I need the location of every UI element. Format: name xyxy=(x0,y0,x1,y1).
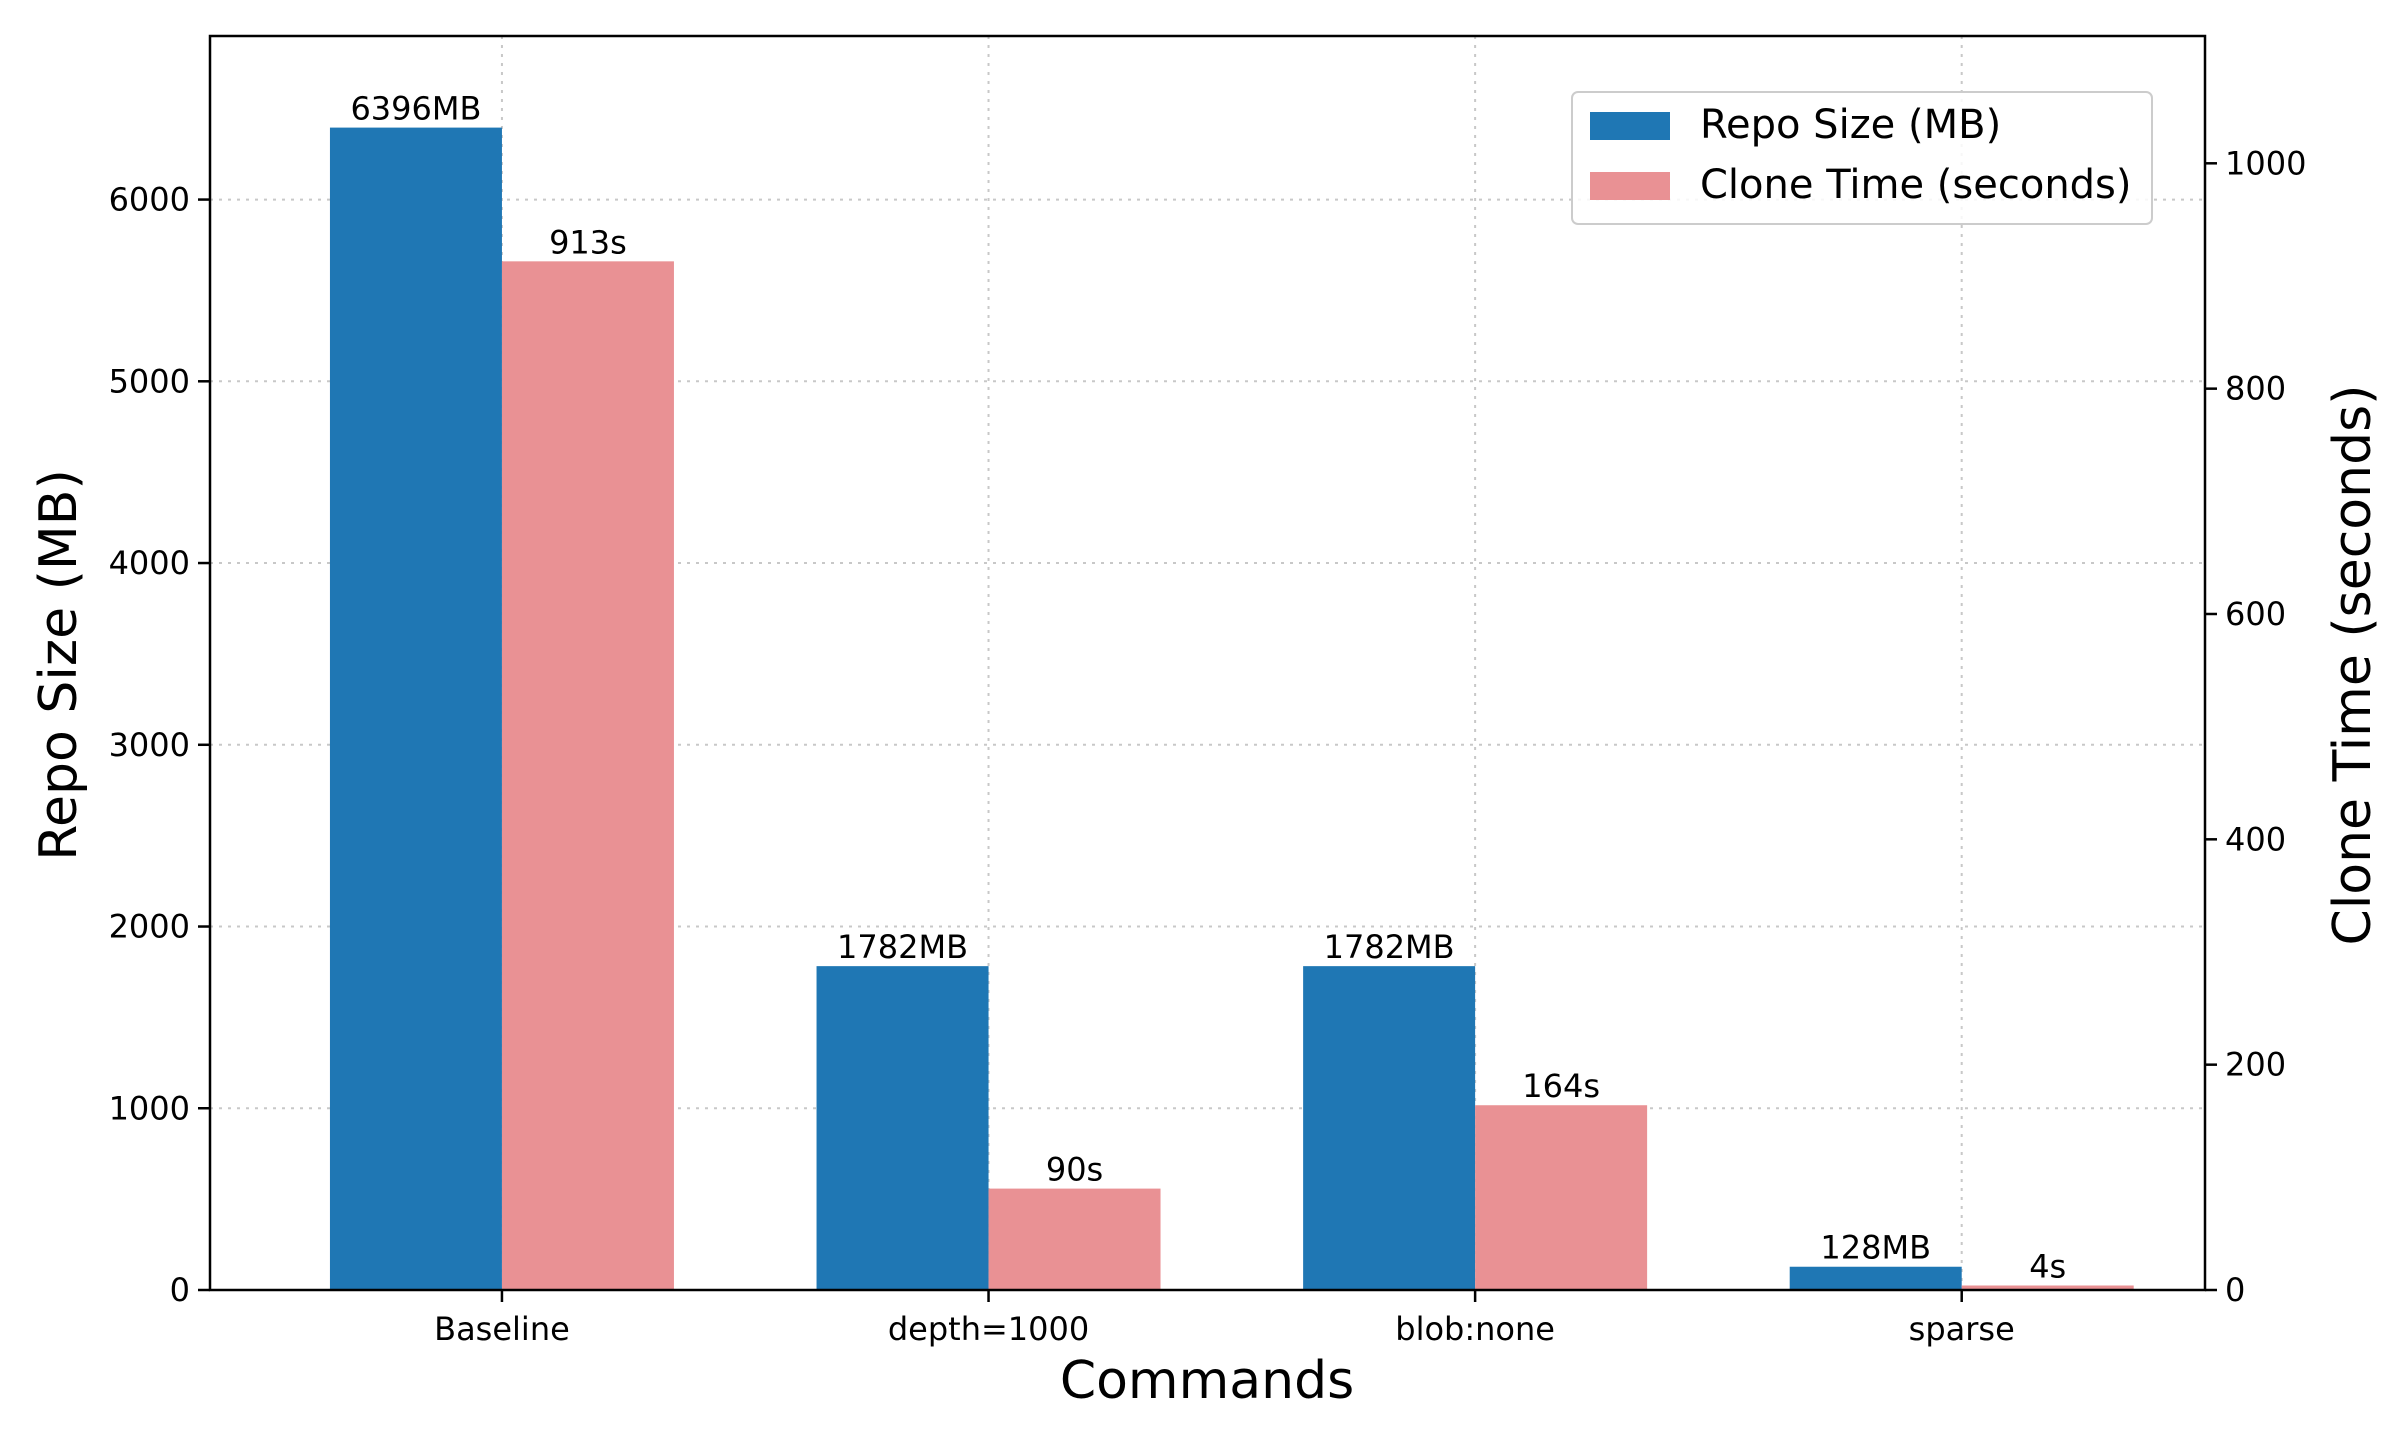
legend-label-clone-time: Clone Time (seconds) xyxy=(1700,162,2132,208)
legend-label-repo-size: Repo Size (MB) xyxy=(1700,102,2001,148)
data-label-clone-time-blob-none: 164s xyxy=(1522,1067,1600,1105)
y-tick-label-3000: 3000 xyxy=(109,726,190,764)
bar-repo-size-depth-1000 xyxy=(816,966,989,1290)
plot-frame xyxy=(208,34,2207,1292)
data-label-repo-size-sparse: 128MB xyxy=(1820,1229,1931,1267)
y-tick-label-6000: 6000 xyxy=(109,181,190,219)
bars xyxy=(329,127,2134,1290)
bar-clone-time-blob-none xyxy=(1475,1105,1648,1290)
data-label-repo-size-depth-1000: 1782MB xyxy=(837,928,968,966)
y-right-tick-label-200: 200 xyxy=(2225,1046,2286,1084)
data-label-clone-time-sparse: 4s xyxy=(2029,1247,2066,1285)
legend-swatch-clone-time xyxy=(1590,172,1670,200)
data-label-clone-time-depth-1000: 90s xyxy=(1046,1151,1103,1189)
bar-clone-time-baseline xyxy=(501,261,674,1290)
y-right-tick-label-1000: 1000 xyxy=(2225,144,2306,182)
legend-swatch-repo-size xyxy=(1590,112,1670,140)
bar-clone-time-sparse xyxy=(1961,1285,2134,1290)
y-right-tick-label-800: 800 xyxy=(2225,370,2286,408)
bar-clone-time-depth-1000 xyxy=(988,1188,1161,1290)
legend: Repo Size (MB) Clone Time (seconds) xyxy=(1571,91,2153,225)
y-axis-title-left: Repo Size (MB) xyxy=(29,469,89,861)
legend-frame xyxy=(1571,91,2153,225)
data-label-repo-size-blob-none: 1782MB xyxy=(1324,928,1455,966)
y-tick-label-0: 0 xyxy=(170,1271,190,1309)
y-right-tick-label-400: 400 xyxy=(2225,820,2286,858)
y-right-tick-label-0: 0 xyxy=(2225,1271,2245,1309)
bar-repo-size-blob-none xyxy=(1303,966,1476,1290)
axes: 0 1000 2000 3000 4000 5000 6000 0 200 400 600 800 10… xyxy=(109,34,2306,1348)
y-tick-label-5000: 5000 xyxy=(109,362,190,400)
bar-repo-size-baseline xyxy=(329,127,502,1290)
y-tick-label-2000: 2000 xyxy=(109,908,190,946)
data-labels: 6396MB 913s 1782MB 90s 1782MB 164s 128MB 4s xyxy=(350,90,2066,1286)
x-tick-label-baseline: Baseline xyxy=(434,1310,570,1348)
data-label-clone-time-baseline: 913s xyxy=(549,223,627,261)
bar-repo-size-sparse xyxy=(1789,1266,1962,1290)
y-right-tick-label-600: 600 xyxy=(2225,595,2286,633)
y-axis-title-right: Clone Time (seconds) xyxy=(2323,385,2383,946)
x-tick-label-depth-1000: depth=1000 xyxy=(888,1310,1089,1348)
y-tick-label-1000: 1000 xyxy=(109,1089,190,1127)
x-tick-label-blob-none: blob:none xyxy=(1395,1310,1555,1348)
x-axis-title: Commands xyxy=(1060,1351,1354,1411)
x-tick-label-sparse: sparse xyxy=(1909,1310,2015,1348)
data-label-repo-size-baseline: 6396MB xyxy=(350,90,481,128)
y-tick-label-4000: 4000 xyxy=(109,544,190,582)
